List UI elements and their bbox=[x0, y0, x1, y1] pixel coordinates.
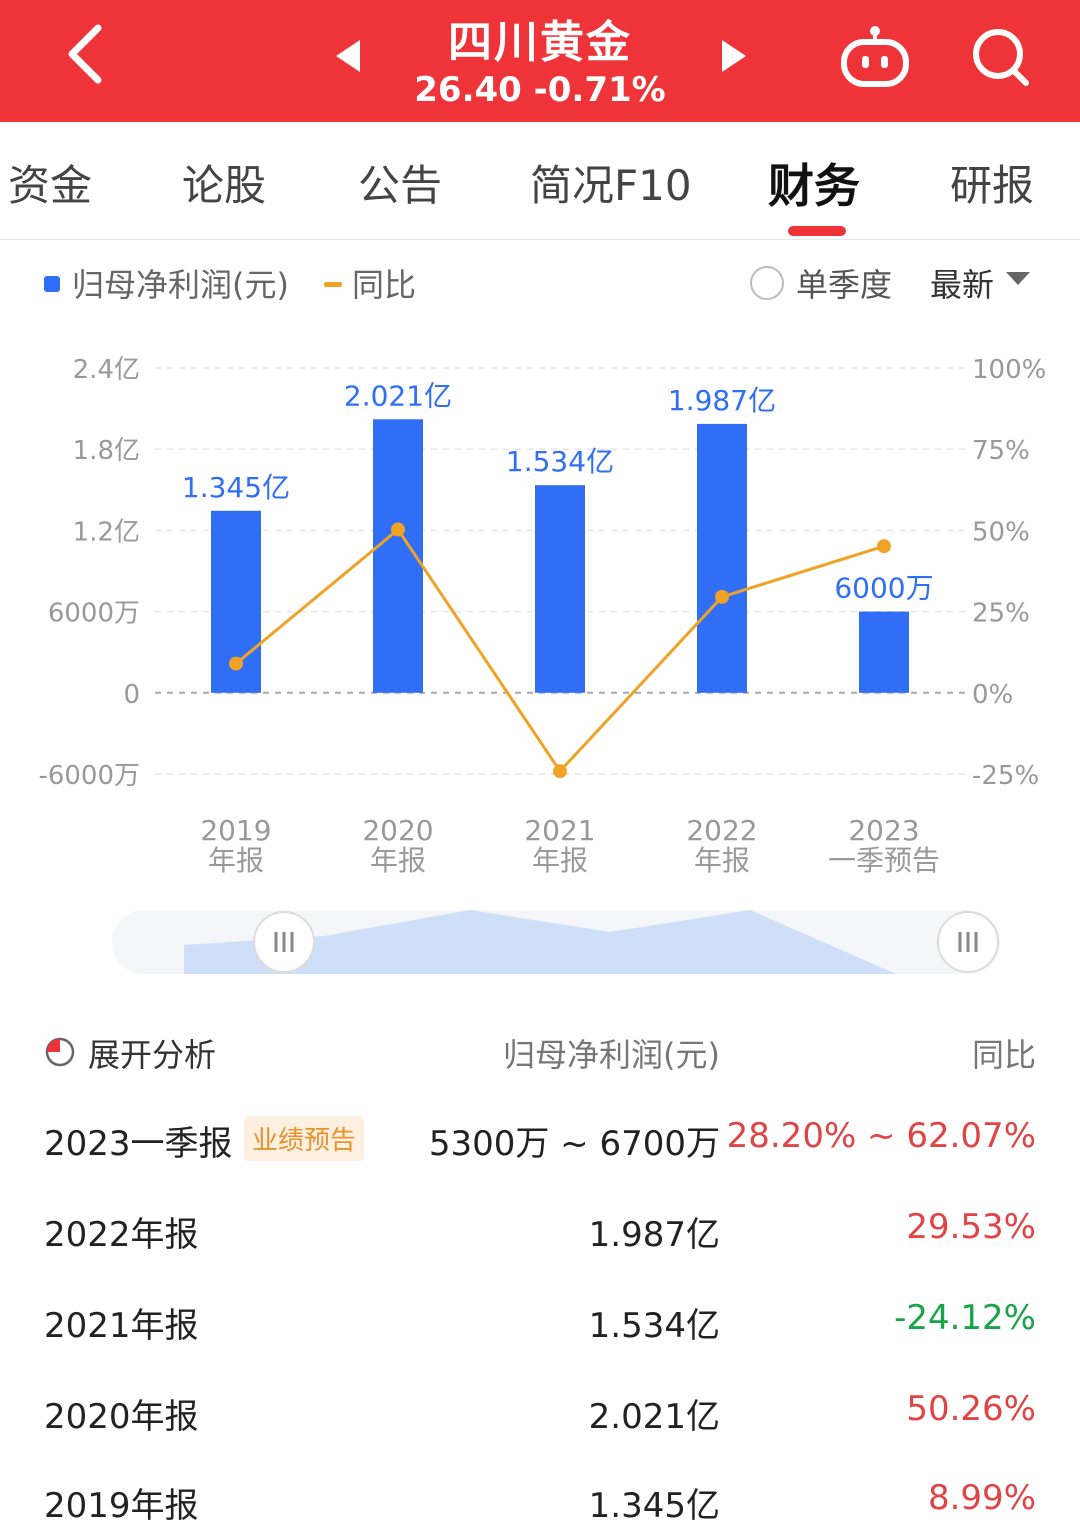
triangle-right-icon[interactable] bbox=[716, 36, 752, 76]
range-slider-track bbox=[112, 910, 1000, 974]
stock-quote: 26.40 -0.71% bbox=[380, 70, 700, 110]
x-tick-label: 年报 bbox=[208, 844, 264, 877]
chart-canvas: 2.4亿 1.8亿 1.2亿 6000万 0 -6000万 100% 75% 50% 25% 0% -… bbox=[38, 355, 1046, 877]
forecast-badge: 业绩预告 bbox=[244, 1116, 365, 1161]
y-right-tick-label: -25% bbox=[972, 761, 1039, 791]
tab-discussion[interactable]: 论股 bbox=[182, 161, 267, 210]
pie-chart-icon[interactable] bbox=[44, 1036, 76, 1068]
caret-down-icon[interactable] bbox=[1006, 272, 1030, 285]
legend-yoy: 同比 bbox=[352, 266, 417, 304]
table-row[interactable]: 2021年报 1.534亿 -24.12% bbox=[0, 1282, 1080, 1362]
active-tab-indicator bbox=[788, 226, 846, 236]
yoy-point bbox=[391, 522, 405, 537]
row-yoy: 8.99% bbox=[927, 1478, 1036, 1518]
column-header-value: 归母净利润(元) bbox=[503, 1036, 720, 1074]
row-yoy: -24.12% bbox=[894, 1298, 1036, 1338]
bar-value-label: 6000万 bbox=[834, 572, 933, 605]
bar-value-label: 1.534亿 bbox=[506, 445, 614, 478]
single-quarter-label[interactable]: 单季度 bbox=[796, 266, 893, 304]
table-row[interactable]: 2019年报 1.345亿 8.99% bbox=[0, 1462, 1080, 1533]
tab-research[interactable]: 研报 bbox=[950, 161, 1035, 210]
tab-finance[interactable]: 财务 bbox=[768, 159, 860, 213]
bar-value-label: 1.345亿 bbox=[182, 471, 290, 504]
row-yoy: 50.26% bbox=[906, 1389, 1036, 1429]
row-value: 2.021亿 bbox=[588, 1397, 720, 1437]
table-row[interactable]: 2022年报 1.987亿 29.53% bbox=[0, 1191, 1080, 1271]
y-left-tick-label: 1.8亿 bbox=[73, 436, 140, 466]
x-tick-label: 2023 bbox=[848, 814, 919, 847]
x-tick-label: 2019 bbox=[200, 814, 271, 847]
stock-change: -0.71% bbox=[533, 70, 666, 110]
y-right-tick-label: 50% bbox=[972, 517, 1030, 547]
y-right-tick-label: 25% bbox=[972, 599, 1030, 629]
row-period: 2022年报 bbox=[44, 1215, 199, 1255]
yoy-point bbox=[553, 764, 567, 779]
triangle-left-icon[interactable] bbox=[330, 36, 366, 76]
bar bbox=[535, 485, 585, 693]
x-tick-label: 年报 bbox=[694, 844, 750, 877]
y-right-tick-label: 0% bbox=[972, 680, 1013, 710]
row-value: 1.987亿 bbox=[588, 1215, 720, 1255]
table-row[interactable]: 2023一季报 业绩预告 5300万 ~ 6700万 28.20% ~ 62.0… bbox=[0, 1100, 1080, 1180]
tab-announcement[interactable]: 公告 bbox=[358, 161, 443, 210]
bar-legend-swatch bbox=[44, 276, 60, 292]
row-period: 2021年报 bbox=[44, 1306, 199, 1346]
tab-f10[interactable]: 简况F10 bbox=[530, 161, 692, 210]
row-period: 2019年报 bbox=[44, 1486, 199, 1526]
bar-value-label: 1.987亿 bbox=[668, 384, 776, 417]
row-yoy: 29.53% bbox=[906, 1207, 1036, 1247]
bar bbox=[697, 423, 747, 693]
x-tick-label: 2020 bbox=[362, 814, 433, 847]
chevron-left-icon[interactable] bbox=[58, 22, 118, 86]
chart-legend: 归母净利润(元) 同比 单季度 最新 bbox=[0, 252, 1080, 312]
row-period: 2020年报 bbox=[44, 1397, 199, 1437]
table-header: 展开分析 归母净利润(元) 同比 bbox=[0, 1022, 1080, 1082]
column-header-yoy: 同比 bbox=[971, 1036, 1036, 1074]
period-dropdown[interactable]: 最新 bbox=[930, 266, 995, 304]
y-left-tick-label: -6000万 bbox=[38, 761, 140, 791]
bar bbox=[859, 611, 909, 693]
yoy-point bbox=[877, 539, 891, 554]
tab-fund[interactable]: 资金 bbox=[8, 161, 93, 210]
expand-analysis-button[interactable]: 展开分析 bbox=[88, 1036, 217, 1074]
y-right-tick-label: 75% bbox=[972, 436, 1030, 466]
stock-price: 26.40 bbox=[414, 70, 522, 110]
x-tick-label: 2021 bbox=[524, 814, 595, 847]
y-right-tick-label: 100% bbox=[972, 355, 1046, 385]
robot-icon[interactable] bbox=[838, 24, 912, 88]
row-value: 1.534亿 bbox=[588, 1306, 720, 1346]
row-value: 1.345亿 bbox=[588, 1486, 720, 1526]
line-legend-swatch bbox=[324, 282, 342, 287]
y-left-tick-label: 6000万 bbox=[48, 599, 140, 629]
x-tick-label: 年报 bbox=[370, 844, 426, 877]
table-row[interactable]: 2020年报 2.021亿 50.26% bbox=[0, 1373, 1080, 1453]
y-left-tick-label: 2.4亿 bbox=[73, 355, 140, 385]
row-period: 2023一季报 bbox=[44, 1124, 233, 1164]
y-left-tick-label: 1.2亿 bbox=[73, 517, 140, 547]
row-yoy: 28.20% ~ 62.07% bbox=[726, 1116, 1036, 1156]
tab-bar: 资金 论股 公告 简况F10 财务 研报 bbox=[0, 122, 1080, 240]
top-bar: 四川黄金 26.40 -0.71% bbox=[0, 0, 1080, 122]
stock-name: 四川黄金 bbox=[448, 17, 632, 68]
x-tick-label: 2022 bbox=[686, 814, 757, 847]
x-tick-label: 一季预告 bbox=[828, 844, 940, 877]
row-value: 5300万 ~ 6700万 bbox=[428, 1124, 720, 1164]
yoy-point bbox=[715, 589, 729, 604]
yoy-point bbox=[229, 656, 243, 671]
legend-net-profit: 归母净利润(元) bbox=[72, 266, 289, 304]
bar-value-label: 2.021亿 bbox=[344, 379, 452, 412]
x-tick-label: 年报 bbox=[532, 844, 588, 877]
y-left-tick-label: 0 bbox=[123, 680, 140, 710]
range-slider[interactable] bbox=[0, 900, 1080, 990]
search-icon[interactable] bbox=[966, 24, 1036, 88]
single-quarter-radio[interactable] bbox=[750, 266, 784, 300]
net-profit-chart: 2.4亿 1.8亿 1.2亿 6000万 0 -6000万 100% 75% 50% 25% 0% -… bbox=[0, 330, 1080, 890]
